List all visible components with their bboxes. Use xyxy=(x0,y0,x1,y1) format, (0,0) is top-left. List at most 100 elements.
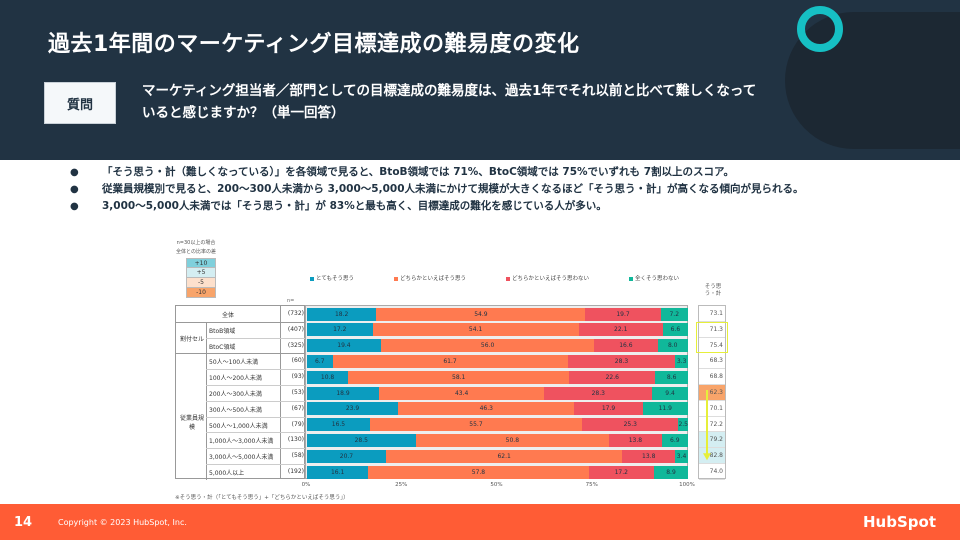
bar-segment: 3.4 xyxy=(675,449,688,463)
hubspot-logo: HubSpot xyxy=(863,513,936,531)
bar-segment: 3.3 xyxy=(675,354,688,368)
n-header: n= xyxy=(287,298,295,304)
bar-segment: 54.9 xyxy=(376,307,586,321)
bar-segment: 25.3 xyxy=(582,418,679,432)
total-column-header: そう思う・計 xyxy=(704,284,722,297)
legend-swatch-icon xyxy=(310,276,314,281)
n-column-divider xyxy=(280,306,281,478)
copyright: Copyright © 2023 HubSpot, Inc. xyxy=(58,518,187,527)
bar-segment: 11.9 xyxy=(642,402,688,416)
row-divider xyxy=(206,400,306,402)
diff-legend-item: -10 xyxy=(186,288,216,298)
group-separator xyxy=(176,353,304,355)
bar-row: 10.8 58.1 22.6 8.6 xyxy=(307,370,689,384)
row-label: 5,000人以上 xyxy=(209,470,245,477)
bullet-item: ● 従業員規模別で見ると、200〜300人未満から 3,000〜5,000人未満に… xyxy=(70,181,930,198)
diff-legend-item: +10 xyxy=(186,258,216,268)
total-value: 72.2 xyxy=(699,417,725,433)
total-value: 68.8 xyxy=(699,369,725,385)
n-value: (93) xyxy=(291,373,304,381)
bar-segment: 22.1 xyxy=(578,323,663,337)
row-label: 全体 xyxy=(221,312,234,319)
total-value: 82.8 xyxy=(699,448,725,464)
n-value: (67) xyxy=(291,404,304,412)
bar-segment: 6.7 xyxy=(307,354,333,368)
row-label-table: 割付セル 従業員規模 全体 (732) BtoB領域 (407) BtoC領域 (325) 50… xyxy=(175,305,306,480)
row-label: 200人～300人未満 xyxy=(209,391,262,398)
total-value: 74.0 xyxy=(699,464,725,480)
legend-label: とてもそう思う xyxy=(316,276,354,282)
row-label: 500人～1,000人未満 xyxy=(209,422,268,430)
bar-row: 18.9 43.4 28.3 9.4 xyxy=(307,386,688,400)
legend-label: 全くそう思わない xyxy=(634,276,679,282)
bar-segment: 56.0 xyxy=(380,339,595,353)
page-title: 過去1年間のマーケティング目標達成の難易度の変化 xyxy=(48,32,580,57)
group-divider xyxy=(206,353,207,480)
bar-row: 17.2 54.1 22.1 6.6 xyxy=(307,323,688,337)
bar-row: 23.9 46.3 17.9 11.9 xyxy=(307,402,688,416)
bar-segment: 8.9 xyxy=(654,465,688,479)
bar-segment: 46.3 xyxy=(398,402,575,416)
question-text: マーケティング担当者／部門としての目標達成の難易度は、過去1年でそれ以前と比べて… xyxy=(142,83,757,121)
row-divider xyxy=(206,464,306,465)
row-divider xyxy=(206,416,306,418)
legend-item: どちらかといえばそう思う xyxy=(393,274,466,282)
diff-legend: +10 +5 -5 -10 xyxy=(186,258,216,298)
x-tick-label: 0% xyxy=(301,482,311,488)
bar-segment: 8.6 xyxy=(655,370,689,384)
n-value: (325) xyxy=(287,341,304,349)
bar-row: 16.1 57.8 17.2 8.9 xyxy=(307,465,688,479)
bar-segment: 17.2 xyxy=(588,465,655,479)
bar-segment: 10.8 xyxy=(307,370,349,384)
legend-label: どちらかといえばそう思う xyxy=(399,276,466,282)
bar-segment: 28.3 xyxy=(544,386,653,400)
bar-segment: 57.8 xyxy=(368,465,589,479)
bar-segment: 6.6 xyxy=(662,323,688,337)
legend-swatch-icon xyxy=(505,276,510,281)
bullet-icon: ● xyxy=(70,201,79,212)
bar-segment: 13.8 xyxy=(609,433,662,447)
bar-segment: 28.5 xyxy=(307,433,416,447)
bar-segment: 20.7 xyxy=(307,449,386,463)
bullet-item: ● 3,000〜5,000人未満では「そう思う・計」が 83%と最も高く、目標達成… xyxy=(70,198,930,215)
legend-item: とてもそう思う xyxy=(310,274,354,282)
legend-item: どちらかといえばそう思わない xyxy=(505,274,589,282)
bar-segment: 43.4 xyxy=(379,386,545,400)
bar-row: 19.4 56.0 16.6 8.0 xyxy=(307,339,688,353)
n-value: (53) xyxy=(291,389,304,396)
bar-segment: 16.1 xyxy=(307,465,369,479)
total-value: 68.3 xyxy=(699,353,725,370)
bar-segment: 19.7 xyxy=(585,307,661,321)
total-column: 73.1 71.3 75.4 68.3 68.8 62.3 70.1 72.2 79.2 82.8… xyxy=(696,305,728,480)
row-label: BtoC領域 xyxy=(209,343,236,351)
row-divider xyxy=(206,432,306,434)
group-separator xyxy=(176,321,304,323)
x-tick-label: 25% xyxy=(395,482,408,488)
bar-row: 28.5 50.8 13.8 6.9 xyxy=(307,433,688,447)
n-value: (130) xyxy=(287,436,304,444)
bar-segment: 19.4 xyxy=(307,339,381,353)
row-divider xyxy=(206,369,306,371)
bar-segment: 16.6 xyxy=(594,339,658,353)
bar-segment: 61.7 xyxy=(332,354,568,368)
group-label: 従業員規模 xyxy=(179,414,204,431)
bullet-item: ● 「そう思う・計（難しくなっている）」を各領域で見ると、BtoB領域では 71%… xyxy=(70,164,930,181)
group-label: 割付セル xyxy=(179,335,204,343)
total-value: 73.1 xyxy=(699,306,725,322)
n-value: (407) xyxy=(287,325,304,333)
row-divider xyxy=(206,337,306,339)
bar-segment: 16.5 xyxy=(307,418,370,432)
row-label: 300人～500人未満 xyxy=(209,406,262,414)
bar-segment: 22.6 xyxy=(569,370,656,384)
bar-segment: 55.7 xyxy=(369,418,583,432)
bar-segment: 58.1 xyxy=(348,370,570,384)
total-value: 70.1 xyxy=(699,401,725,417)
summary-bullets: ● 「そう思う・計（難しくなっている）」を各領域で見ると、BtoB領域では 71%… xyxy=(70,164,930,215)
bar-segment: 23.9 xyxy=(307,402,399,416)
bar-segment: 18.9 xyxy=(307,386,379,400)
footer: 14 Copyright © 2023 HubSpot, Inc. HubSpo… xyxy=(0,504,960,540)
bar-segment: 17.9 xyxy=(574,402,643,416)
bar-segment: 6.9 xyxy=(661,433,688,447)
row-divider xyxy=(206,385,306,386)
